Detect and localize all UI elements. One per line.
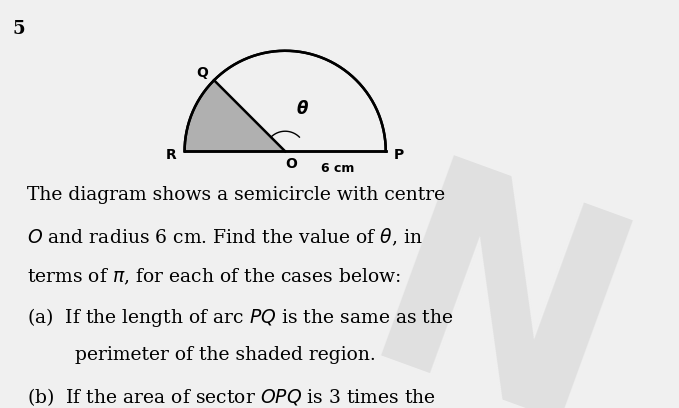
Text: perimeter of the shaded region.: perimeter of the shaded region. xyxy=(27,346,376,364)
Text: O: O xyxy=(285,157,297,171)
Text: θ: θ xyxy=(297,100,308,118)
Text: terms of $\pi$, for each of the cases below:: terms of $\pi$, for each of the cases be… xyxy=(27,266,401,287)
Text: The diagram shows a semicircle with centre: The diagram shows a semicircle with cent… xyxy=(27,186,445,204)
Text: N: N xyxy=(333,146,659,408)
Text: P: P xyxy=(394,149,404,162)
Polygon shape xyxy=(185,80,285,151)
Text: 6 cm: 6 cm xyxy=(320,162,354,175)
Text: R: R xyxy=(166,149,177,162)
Text: 5: 5 xyxy=(12,20,25,38)
Text: (b)  If the area of sector $OPQ$ is 3 times the: (b) If the area of sector $OPQ$ is 3 tim… xyxy=(27,386,436,408)
Text: Q: Q xyxy=(196,66,208,80)
Text: $O$ and radius 6 cm. Find the value of $\theta$, in: $O$ and radius 6 cm. Find the value of $… xyxy=(27,226,422,248)
Text: (a)  If the length of arc $PQ$ is the same as the: (a) If the length of arc $PQ$ is the sam… xyxy=(27,306,454,329)
